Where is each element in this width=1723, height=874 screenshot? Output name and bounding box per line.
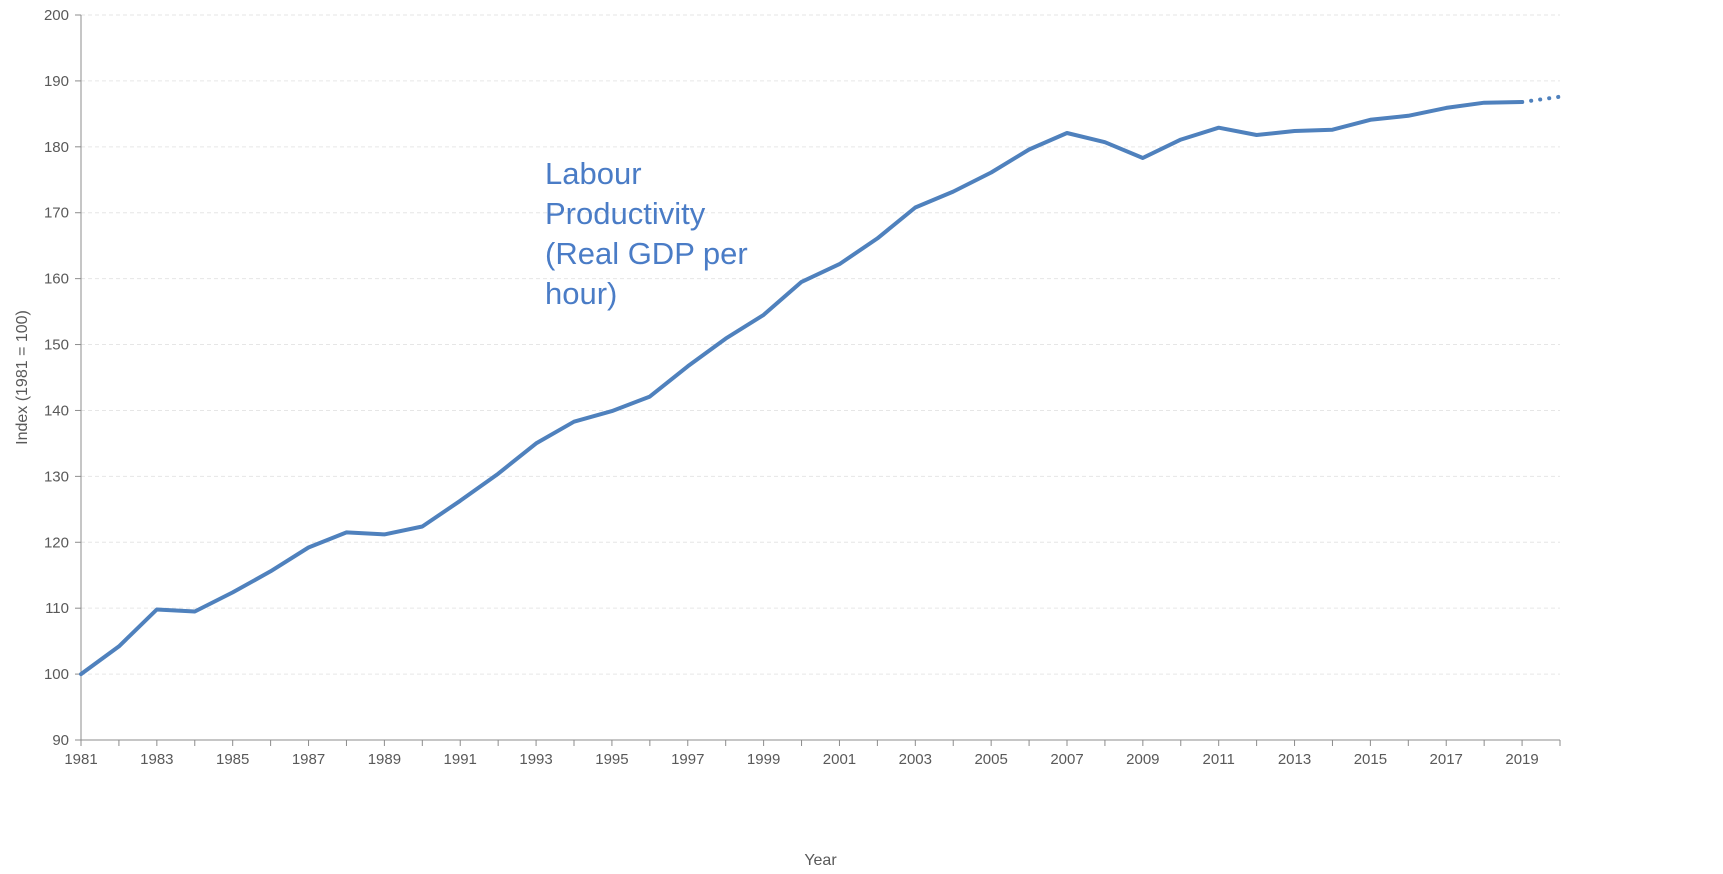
tick-labels: 90 100 110 120 130 140 150 160 170 180 190 200 1981 1… — [44, 7, 1539, 768]
x-tick-label: 1983 — [140, 751, 173, 768]
x-tick-label: 1987 — [292, 751, 325, 768]
x-tick-label: 1991 — [444, 751, 477, 768]
x-tick-label: 2005 — [974, 751, 1007, 768]
x-tick-label: 1997 — [671, 751, 704, 768]
x-tick-label: 2011 — [1203, 751, 1235, 768]
x-tick-label: 1981 — [64, 751, 97, 768]
x-tick-label: 2001 — [823, 751, 856, 768]
series-line-projection — [1520, 94, 1562, 104]
x-tick-label: 2013 — [1278, 751, 1311, 768]
annotation-line-2: Productivity — [545, 196, 706, 231]
series-lines — [79, 94, 1562, 677]
y-tick-label: 90 — [52, 732, 69, 749]
axes — [75, 14, 1561, 746]
series-annotation: Labour Productivity (Real GDP per hour) — [545, 156, 756, 311]
y-tick-label: 180 — [44, 139, 69, 156]
x-tick-label: 2015 — [1354, 751, 1387, 768]
y-tick-label: 130 — [44, 468, 69, 485]
gridlines — [81, 14, 1560, 675]
y-tick-label: 200 — [44, 7, 69, 24]
x-tick-label: 2009 — [1126, 751, 1159, 768]
y-tick-label: 190 — [44, 73, 69, 90]
x-tick-label: 2007 — [1050, 751, 1083, 768]
x-tick-label: 1989 — [368, 751, 401, 768]
y-axis-title: Index (1981 = 100) — [14, 310, 31, 445]
annotation-line-3: (Real GDP per — [545, 236, 748, 271]
annotation-line-4: hour) — [545, 276, 617, 311]
x-tick-label: 1995 — [595, 751, 628, 768]
x-axis-title: Year — [804, 852, 837, 869]
annotation-line-1: Labour — [545, 156, 642, 191]
x-tick-label: 2003 — [899, 751, 932, 768]
y-tick-label: 140 — [44, 402, 69, 419]
y-tick-label: 100 — [44, 666, 69, 683]
series-line-labour-productivity — [79, 100, 1525, 677]
y-tick-label: 170 — [44, 205, 69, 222]
y-tick-label: 120 — [44, 534, 69, 551]
x-tick-label: 1985 — [216, 751, 249, 768]
y-tick-label: 160 — [44, 271, 69, 288]
x-tick-label: 2019 — [1505, 751, 1538, 768]
x-tick-label: 2017 — [1430, 751, 1463, 768]
y-tick-label: 150 — [44, 337, 69, 354]
x-tick-label: 1993 — [519, 751, 552, 768]
y-tick-label: 110 — [45, 600, 69, 617]
x-tick-label: 1999 — [747, 751, 780, 768]
